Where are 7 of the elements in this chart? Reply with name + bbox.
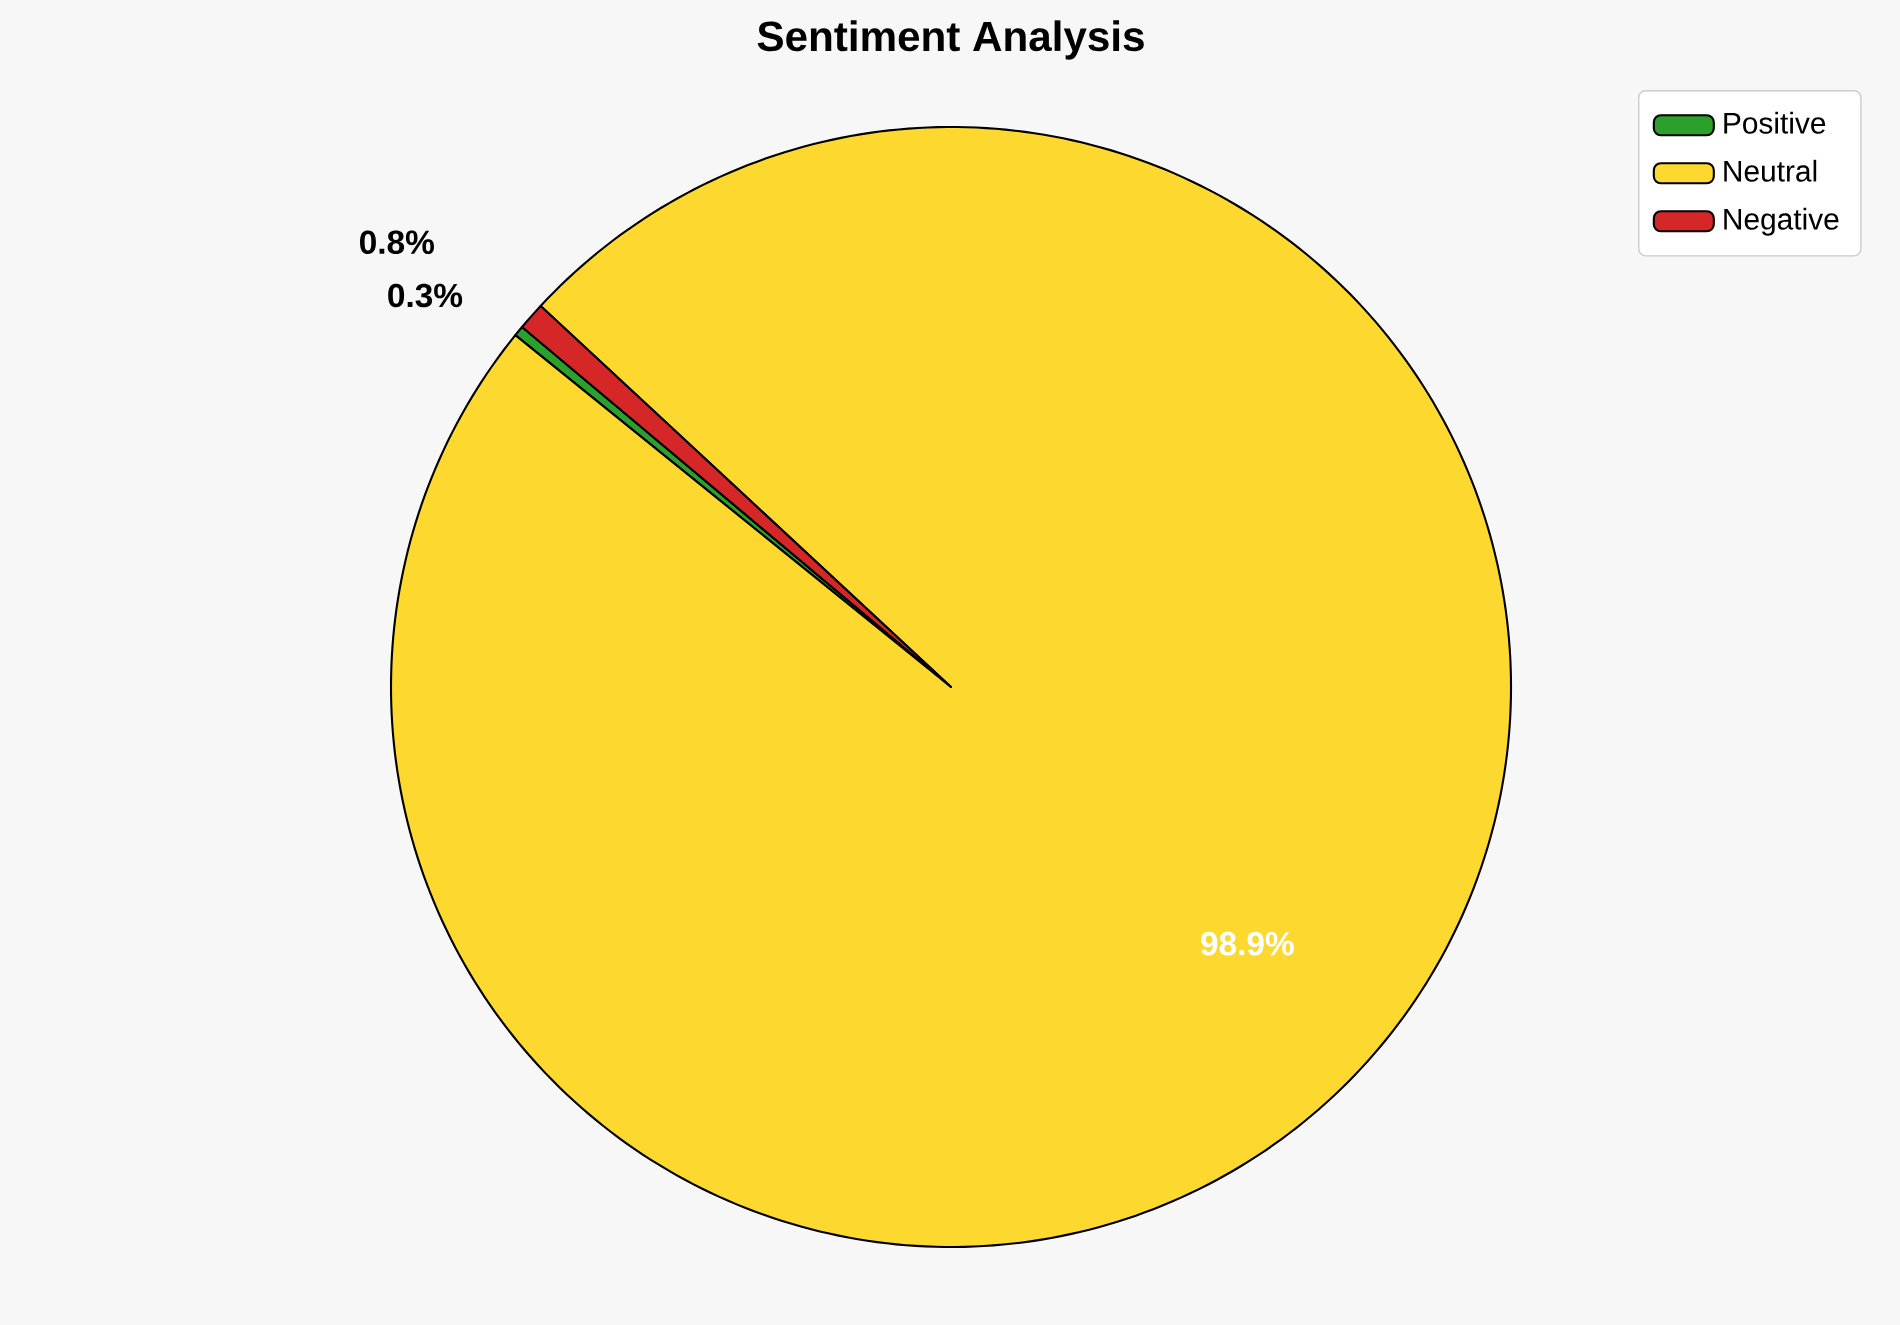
legend-label: Negative: [1724, 207, 1839, 236]
data-label: 0.8%: [360, 230, 434, 255]
legend-label: Positive: [1724, 111, 1826, 134]
data-label: 0.3%: [388, 283, 463, 308]
legend-label: Neutral: [1724, 159, 1817, 182]
data-label: 98.9%: [1201, 931, 1294, 956]
chart-title: Sentiment Analysis: [757, 20, 1144, 60]
